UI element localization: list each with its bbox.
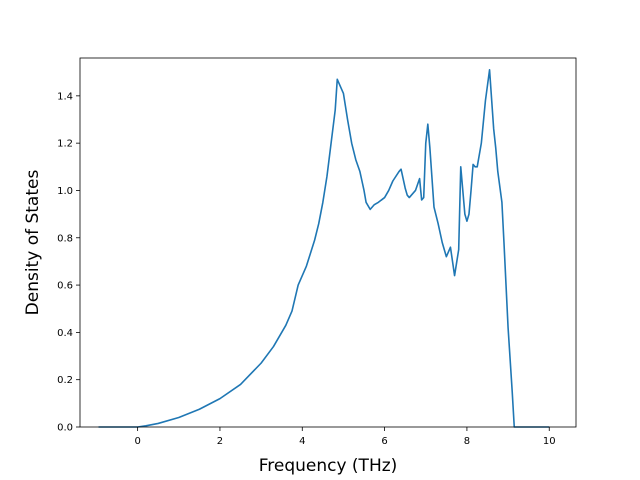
axes-frame — [79, 57, 577, 428]
dos-line — [98, 69, 550, 428]
y-tick-label: 0.6 — [57, 281, 73, 292]
x-tick-label: 6 — [381, 436, 387, 447]
x-tick-label: 10 — [543, 436, 556, 447]
y-axis-label: Density of States — [23, 170, 43, 316]
y-tick-label: 1.4 — [57, 91, 73, 102]
y-tick-label: 0.4 — [57, 328, 73, 339]
y-tick-label: 1.0 — [57, 186, 73, 197]
plot-area — [98, 69, 550, 428]
y-axis-ticks: 0.0 0.2 0.4 0.6 0.8 1.0 1.2 1.4 — [57, 91, 80, 434]
x-tick-label: 2 — [217, 436, 223, 447]
x-axis-ticks: 0 2 4 6 8 10 — [134, 427, 556, 447]
y-tick-label: 0.2 — [57, 375, 73, 386]
y-tick-label: 0.0 — [57, 423, 73, 434]
x-tick-label: 0 — [134, 436, 140, 447]
y-tick-label: 1.2 — [57, 139, 73, 150]
y-tick-label: 0.8 — [57, 233, 73, 244]
x-tick-label: 4 — [299, 436, 305, 447]
x-tick-label: 8 — [464, 436, 470, 447]
x-axis-label: Frequency (THz) — [259, 456, 398, 476]
